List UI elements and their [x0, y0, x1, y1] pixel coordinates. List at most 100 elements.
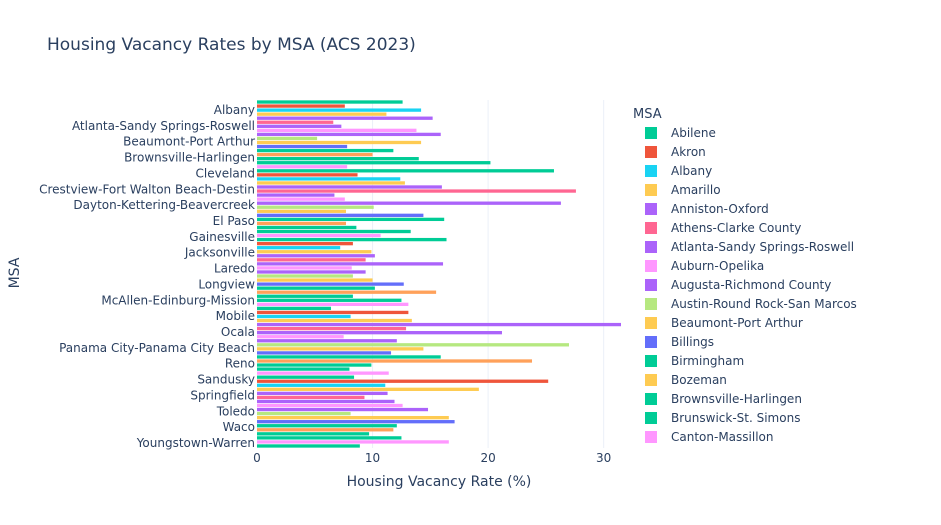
bar[interactable]	[257, 395, 365, 400]
bar[interactable]	[257, 100, 403, 104]
bar[interactable]	[257, 189, 576, 193]
bar[interactable]	[257, 440, 449, 444]
bar[interactable]	[257, 209, 346, 213]
bar[interactable]	[257, 246, 341, 250]
bar[interactable]	[257, 144, 348, 149]
bar[interactable]	[257, 326, 407, 331]
bar[interactable]	[257, 375, 355, 379]
bar[interactable]	[257, 436, 402, 440]
bar[interactable]	[257, 420, 455, 424]
bar[interactable]	[257, 391, 388, 396]
bar[interactable]	[257, 403, 403, 408]
bar[interactable]	[257, 367, 350, 371]
bar[interactable]	[257, 274, 353, 278]
bar[interactable]	[257, 355, 441, 359]
bar[interactable]	[257, 379, 549, 383]
bar[interactable]	[257, 415, 449, 420]
bar[interactable]	[257, 335, 344, 339]
bar[interactable]	[257, 407, 429, 412]
bar[interactable]	[257, 217, 445, 222]
bar[interactable]	[257, 140, 422, 145]
y-tick-label: Atlanta-Sandy Springs-Roswell	[72, 119, 255, 133]
bar[interactable]	[257, 132, 441, 137]
bar[interactable]	[257, 351, 392, 355]
bar[interactable]	[257, 444, 360, 448]
bar[interactable]	[257, 359, 533, 363]
bar[interactable]	[257, 290, 437, 294]
bar[interactable]	[257, 104, 345, 108]
bar[interactable]	[257, 387, 479, 391]
bar[interactable]	[257, 225, 357, 230]
legend-swatch	[645, 241, 657, 253]
bar[interactable]	[257, 177, 401, 181]
bar[interactable]	[257, 237, 447, 242]
bar[interactable]	[257, 318, 412, 323]
bar[interactable]	[257, 148, 394, 153]
bar[interactable]	[257, 428, 394, 432]
bar[interactable]	[257, 108, 422, 112]
bar[interactable]	[257, 363, 372, 367]
bar[interactable]	[257, 383, 386, 387]
bar[interactable]	[257, 347, 424, 351]
bar[interactable]	[257, 136, 318, 141]
bar[interactable]	[257, 270, 366, 274]
bar[interactable]	[257, 120, 334, 124]
bar[interactable]	[257, 197, 345, 201]
bar[interactable]	[257, 424, 397, 428]
bar[interactable]	[257, 266, 352, 270]
bar[interactable]	[257, 116, 433, 120]
legend-swatch	[645, 336, 657, 348]
bar[interactable]	[257, 181, 405, 185]
bar[interactable]	[257, 193, 335, 197]
bar[interactable]	[257, 278, 373, 282]
bar[interactable]	[257, 411, 351, 416]
bar[interactable]	[257, 286, 375, 290]
bar[interactable]	[257, 165, 348, 169]
bar[interactable]	[257, 205, 374, 209]
bar[interactable]	[257, 112, 387, 116]
bar[interactable]	[257, 221, 346, 226]
y-tick-label: Laredo	[214, 262, 255, 276]
bar[interactable]	[257, 339, 397, 343]
bar[interactable]	[257, 213, 424, 217]
bar[interactable]	[257, 306, 331, 311]
bar[interactable]	[257, 250, 372, 254]
bar[interactable]	[257, 310, 409, 315]
bar[interactable]	[257, 331, 502, 335]
bar[interactable]	[257, 343, 569, 347]
bar[interactable]	[257, 399, 395, 404]
y-tick-label: Longview	[198, 277, 255, 291]
bar[interactable]	[257, 161, 491, 165]
y-tick-label: Ocala	[221, 325, 255, 339]
bar[interactable]	[257, 124, 342, 128]
bar[interactable]	[257, 282, 404, 286]
bar[interactable]	[257, 201, 561, 205]
bar[interactable]	[257, 258, 366, 262]
y-tick-label: El Paso	[213, 214, 255, 228]
bar[interactable]	[257, 432, 370, 436]
legend-item-label: Albany	[671, 164, 712, 178]
bar[interactable]	[257, 241, 353, 246]
legend-swatch	[645, 317, 657, 329]
bar[interactable]	[257, 314, 351, 319]
bar[interactable]	[257, 152, 373, 157]
bar[interactable]	[257, 157, 419, 161]
x-axis-ticks: 0 10 20 30	[253, 451, 611, 465]
bar[interactable]	[257, 322, 621, 327]
bar[interactable]	[257, 128, 417, 133]
bar[interactable]	[257, 302, 409, 307]
bar[interactable]	[257, 173, 358, 177]
bar[interactable]	[257, 185, 442, 189]
bars[interactable]	[257, 100, 621, 448]
bar[interactable]	[257, 262, 444, 266]
bar[interactable]	[257, 298, 402, 302]
legend-item-label: Birmingham	[671, 354, 744, 368]
bar[interactable]	[257, 294, 353, 298]
bar[interactable]	[257, 169, 554, 173]
bar[interactable]	[257, 371, 389, 375]
bar[interactable]	[257, 233, 381, 238]
bar[interactable]	[257, 229, 411, 234]
bar[interactable]	[257, 254, 375, 258]
legend-item-label: Auburn-Opelika	[671, 259, 764, 273]
y-tick-label: Dayton-Kettering-Beavercreek	[73, 198, 255, 212]
